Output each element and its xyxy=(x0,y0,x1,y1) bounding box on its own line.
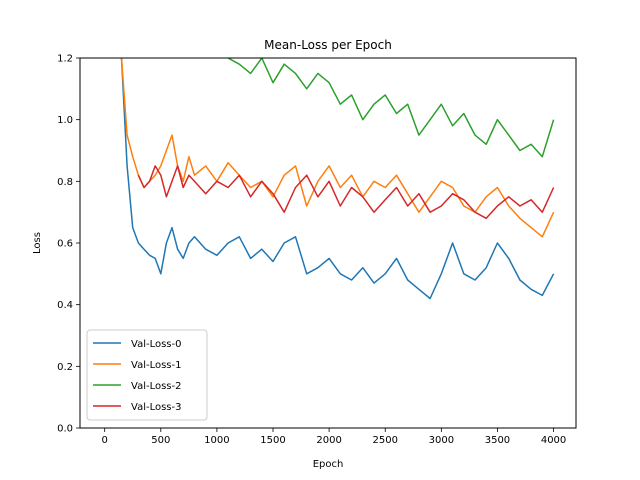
y-tick-label: 1.0 xyxy=(57,115,73,126)
legend-label-2: Val-Loss-2 xyxy=(131,381,181,392)
series-line-2 xyxy=(227,58,555,158)
x-tick-label: 0 xyxy=(102,435,108,446)
x-tick-label: 4000 xyxy=(541,435,566,446)
series-line-3 xyxy=(137,165,555,220)
y-tick-label: 0.4 xyxy=(57,300,73,311)
x-tick-label: 2500 xyxy=(373,435,398,446)
x-tick-label: 1000 xyxy=(204,435,229,446)
x-axis-label: Epoch xyxy=(313,459,344,470)
x-tick-label: 3500 xyxy=(485,435,510,446)
x-tick-label: 1500 xyxy=(260,435,285,446)
x-tick-label: 3000 xyxy=(429,435,454,446)
y-axis: 0.0 0.2 0.4 0.6 0.8 1.0 1.2 xyxy=(57,54,80,435)
legend-label-0: Val-Loss-0 xyxy=(131,339,181,350)
y-tick-label: 0.2 xyxy=(57,362,73,373)
legend-frame xyxy=(86,329,208,421)
x-tick-label: 2000 xyxy=(316,435,341,446)
y-axis-label: Loss xyxy=(32,232,43,254)
series-layer xyxy=(120,58,555,300)
chart-title: Mean-Loss per Epoch xyxy=(264,38,392,52)
series-line-0 xyxy=(120,58,555,300)
y-tick-label: 1.2 xyxy=(57,54,73,65)
legend-label-3: Val-Loss-3 xyxy=(131,402,181,413)
y-tick-label: 0.8 xyxy=(57,177,73,188)
series-line-1 xyxy=(120,58,555,238)
legend-label-1: Val-Loss-1 xyxy=(131,360,181,371)
y-tick-label: 0.6 xyxy=(57,239,73,250)
x-axis: 0 500 1000 1500 2000 2500 3000 3500 4000 xyxy=(102,428,566,446)
y-tick-label: 0.0 xyxy=(57,424,73,435)
x-tick-label: 500 xyxy=(151,435,170,446)
legend: Val-Loss-0 Val-Loss-1 Val-Loss-2 Val-Loss-3 xyxy=(86,329,208,421)
